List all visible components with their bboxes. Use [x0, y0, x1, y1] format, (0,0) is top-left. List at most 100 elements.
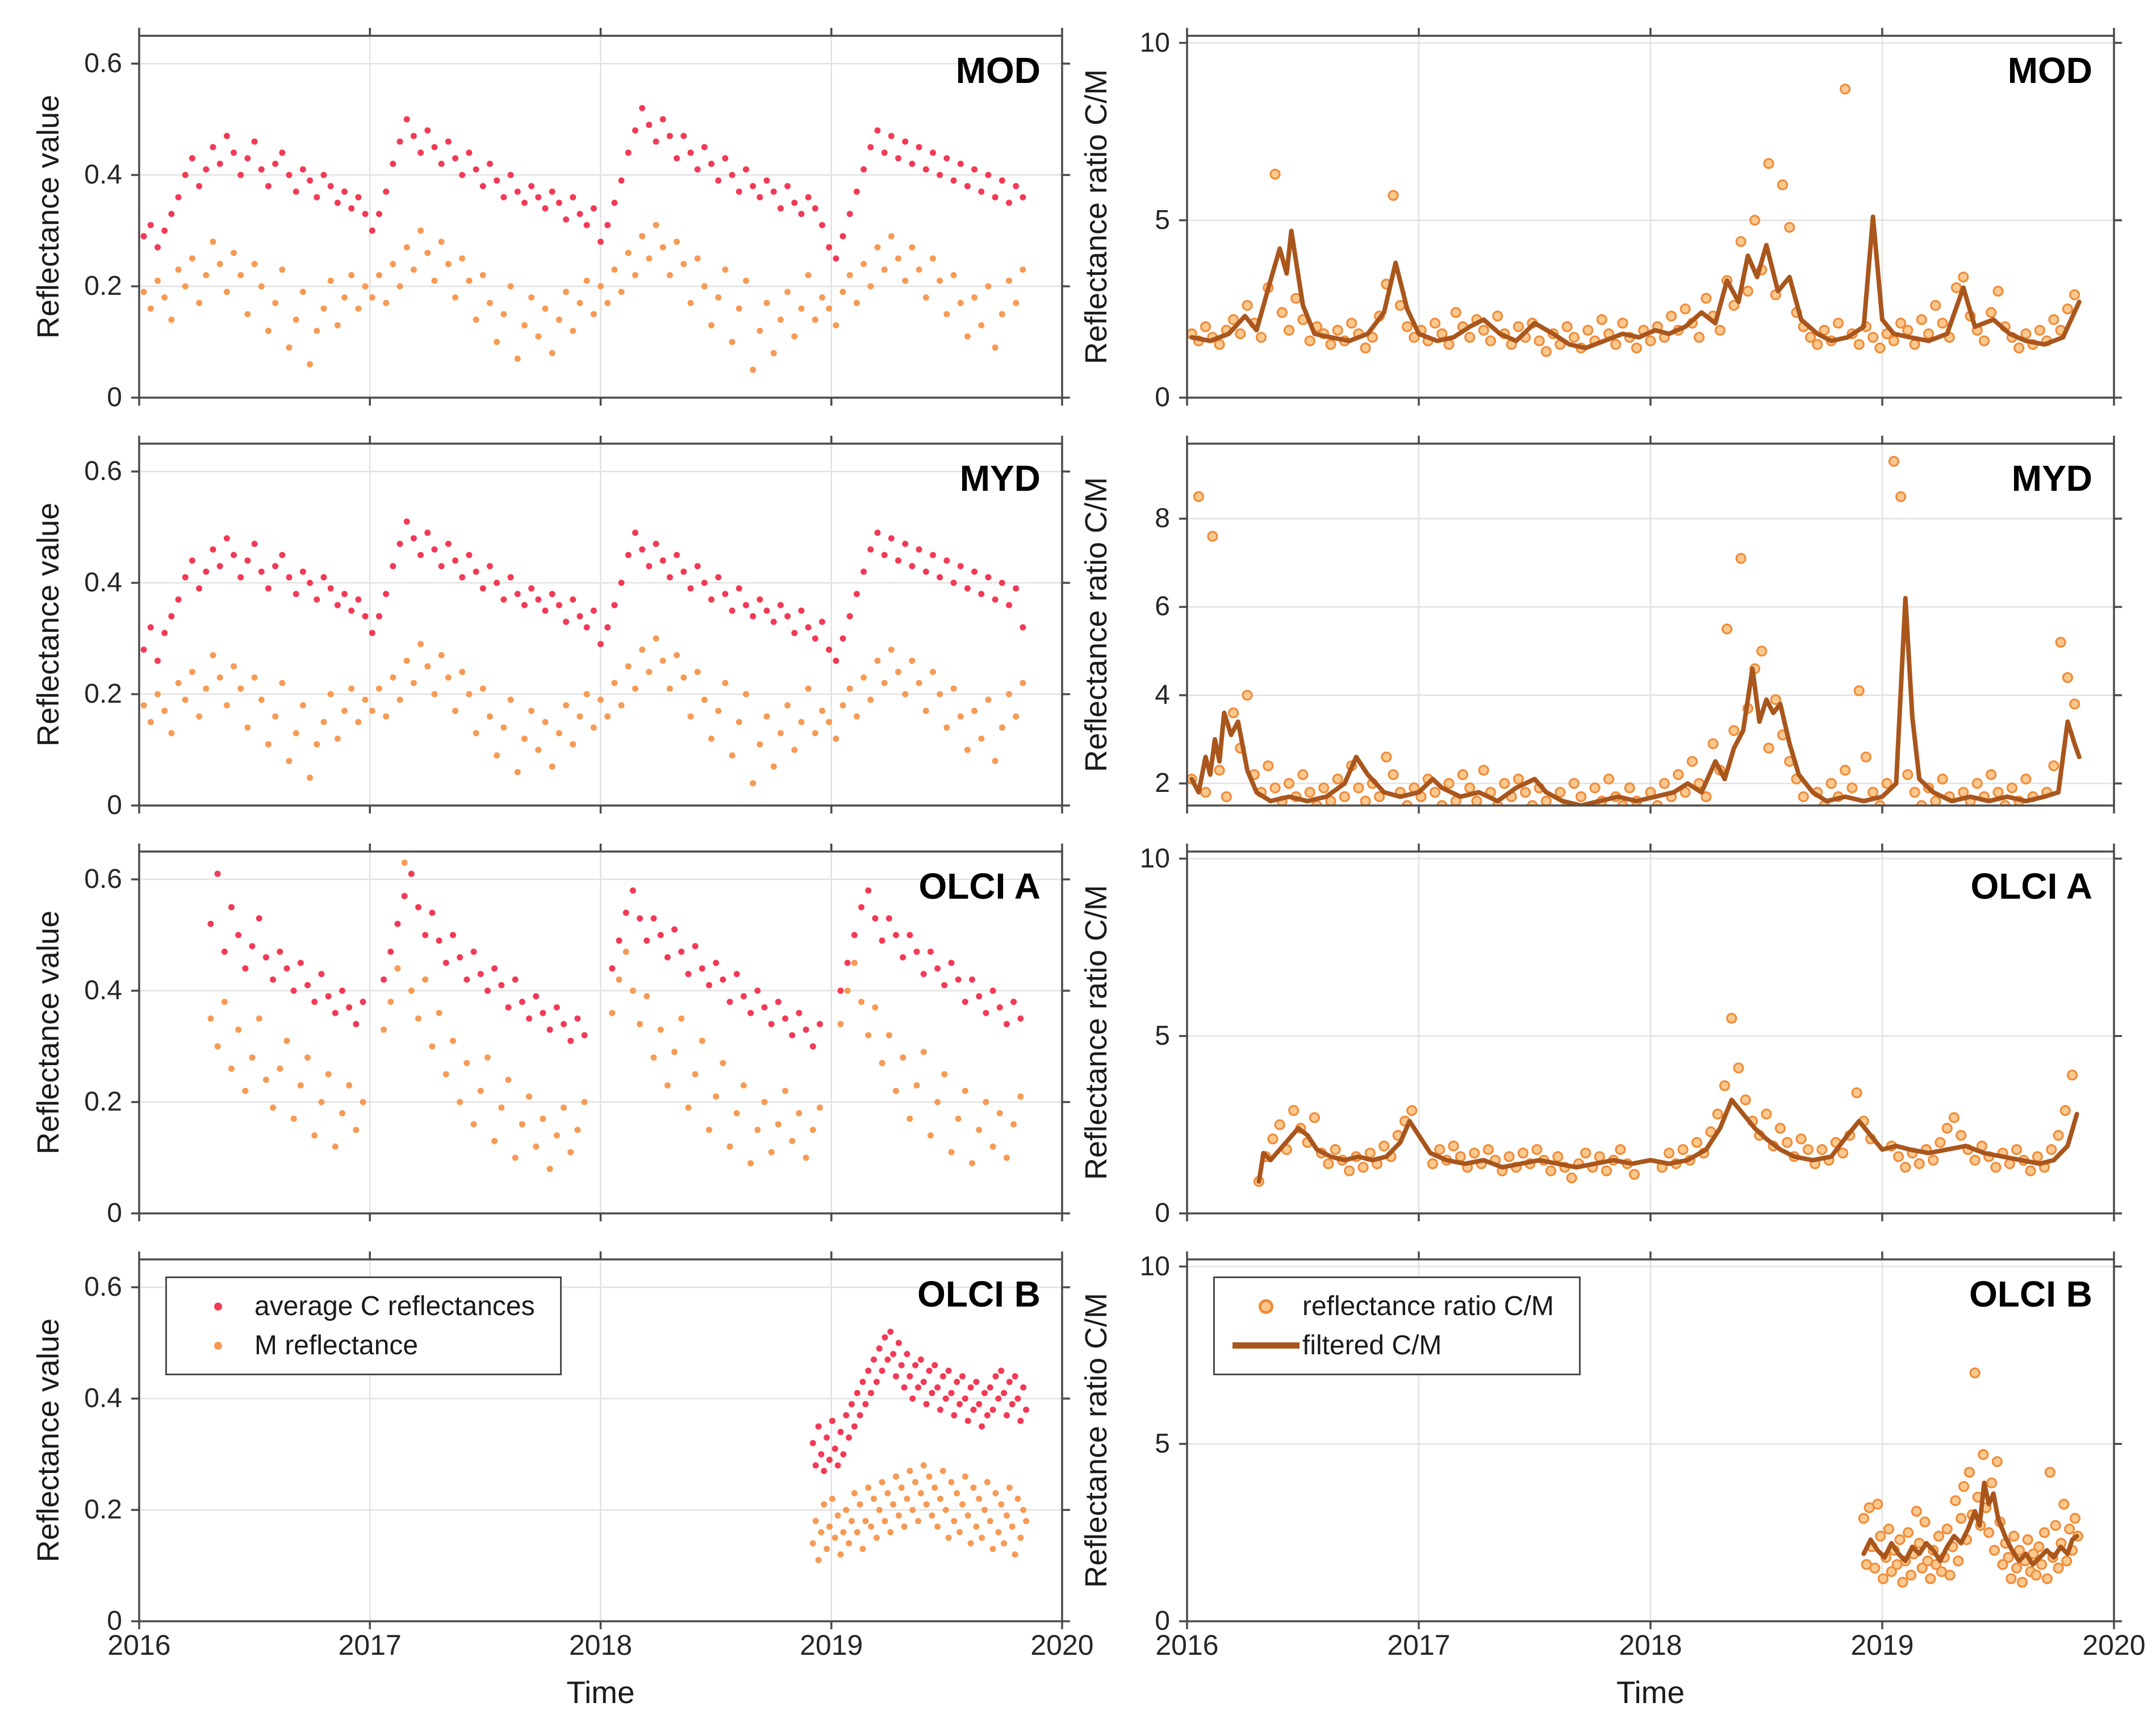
ratio-point: [1902, 324, 1913, 336]
c-reflectance-point: [692, 943, 699, 950]
m-reflectance-point: [865, 1032, 872, 1038]
c-reflectance-point: [943, 557, 950, 564]
c-reflectance-point: [895, 557, 902, 564]
m-reflectance-point: [832, 1534, 838, 1541]
c-reflectance-point: [833, 255, 839, 262]
c-reflectance-point: [934, 1384, 941, 1391]
c-reflectance-point: [971, 568, 978, 575]
m-reflectance-point: [203, 685, 210, 692]
ratio-point: [1990, 1162, 2002, 1173]
ratio-point: [1837, 1147, 1849, 1159]
c-reflectance-point: [387, 948, 394, 955]
m-reflectance-point: [984, 1479, 991, 1486]
c-reflectance-point: [902, 540, 909, 547]
y-tick-label: 0.2: [84, 679, 122, 709]
c-reflectance-point: [514, 188, 521, 195]
c-reflectance-point: [881, 552, 888, 558]
m-reflectance-point: [916, 679, 922, 686]
ratio-point: [1200, 321, 1211, 332]
m-reflectance-point: [926, 1473, 933, 1480]
m-reflectance-point: [917, 1490, 924, 1497]
c-reflectance-point: [362, 613, 369, 620]
c-reflectance-point: [410, 535, 417, 542]
m-reflectance-point: [332, 1143, 339, 1150]
ratio-point: [1242, 300, 1253, 311]
c-reflectance-point: [438, 160, 445, 167]
m-reflectance-point: [369, 294, 375, 301]
ratio-point: [1628, 1169, 1640, 1180]
m-reflectance-point: [812, 730, 818, 737]
m-reflectance-point: [650, 1054, 657, 1061]
m-reflectance-point: [408, 987, 415, 994]
m-reflectance-point: [417, 227, 424, 234]
m-reflectance-point: [353, 1126, 360, 1133]
m-reflectance-point: [362, 696, 369, 703]
ratio-point: [1707, 738, 1719, 749]
y-tick-label: 0: [107, 1198, 122, 1228]
ratio-point: [2030, 1570, 2042, 1581]
ratio-point: [1478, 324, 1489, 336]
c-reflectance-point: [500, 194, 507, 201]
m-reflectance-point: [549, 763, 555, 770]
ratio-point: [1686, 756, 1698, 767]
c-reflectance-point: [881, 1334, 888, 1341]
m-reflectance-point: [674, 239, 680, 245]
ratio-point: [1986, 307, 1997, 318]
ratio-point: [1585, 804, 1591, 806]
c-reflectance-point: [722, 155, 729, 162]
c-reflectance-point: [985, 574, 992, 581]
m-reflectance-point: [500, 724, 507, 731]
ratio-point: [1450, 307, 1461, 318]
ratio-point: [1499, 778, 1510, 789]
ratio-point: [1816, 1144, 1828, 1155]
c-reflectance-point: [976, 993, 983, 1000]
y-tick-label: 5: [1155, 1020, 1170, 1051]
m-reflectance-point: [470, 1121, 477, 1128]
panel-mod-reflectance: Reflectance value MOD 0 0.2 0.4 0.6: [31, 28, 1070, 412]
ratio-point: [1367, 332, 1378, 343]
m-reflectance-point: [466, 691, 473, 698]
y-tick-label: 0.4: [84, 160, 122, 190]
m-reflectance-point: [881, 679, 888, 686]
ratio-point: [1568, 778, 1580, 789]
c-reflectance-point: [1020, 1384, 1027, 1391]
c-reflectance-point: [182, 574, 189, 581]
c-reflectance-point: [846, 1434, 853, 1441]
ratio-point: [1819, 324, 1830, 336]
m-reflectance-point: [286, 758, 293, 765]
panel-olci-a-ratio: Reflectance ratio C/M OLCI A 0 5 10: [1079, 844, 2122, 1228]
ratio-point: [1673, 769, 1684, 781]
c-reflectance-point: [1004, 1412, 1010, 1418]
c-reflectance-point: [873, 1379, 880, 1386]
m-reflectance-point: [922, 707, 929, 714]
c-reflectance-point: [915, 1384, 921, 1391]
m-reflectance-point: [913, 1082, 920, 1089]
c-reflectance-point: [450, 932, 456, 938]
c-reflectance-point: [909, 563, 916, 570]
ratio-point: [2036, 1559, 2048, 1570]
ratio-point: [1520, 787, 1531, 798]
ratio-point: [1900, 1162, 1911, 1173]
m-reflectance-point: [976, 1495, 983, 1502]
c-reflectance-point: [381, 976, 387, 983]
c-reflectance-point: [403, 518, 410, 525]
c-reflectance-point: [650, 915, 657, 922]
c-reflectance-point: [893, 1373, 899, 1380]
c-reflectance-point: [521, 199, 528, 206]
m-reflectance-point: [846, 272, 853, 278]
m-reflectance-point: [1023, 1518, 1030, 1525]
m-reflectance-point: [514, 769, 521, 775]
m-reflectance-point: [824, 1546, 830, 1553]
c-reflectance-point: [659, 557, 666, 564]
c-reflectance-point: [729, 172, 736, 178]
olci-b-ratio-plot: [1179, 1251, 2122, 1629]
m-reflectance-point: [221, 999, 228, 1005]
c-reflectance-point: [203, 166, 210, 173]
ratio-point: [1888, 456, 1900, 467]
c-reflectance-point: [290, 987, 297, 994]
c-reflectance-point: [733, 971, 740, 978]
ratio-circle-icon: [1232, 1299, 1300, 1314]
m-reflectance-point: [798, 305, 805, 312]
ratio-point: [1478, 765, 1489, 776]
ratio-point: [1269, 168, 1281, 180]
